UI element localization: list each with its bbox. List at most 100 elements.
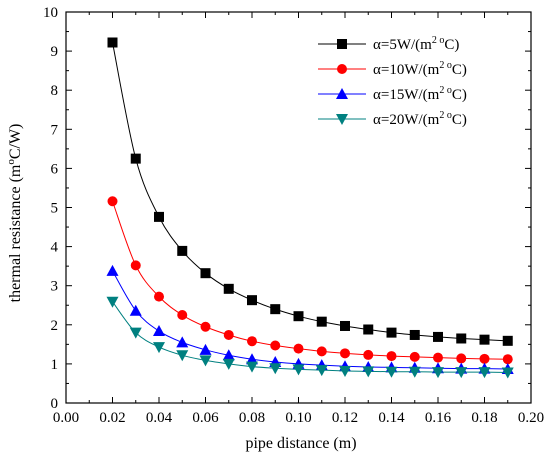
data-point bbox=[223, 283, 234, 294]
data-point bbox=[316, 346, 327, 357]
data-point bbox=[129, 327, 142, 339]
data-point bbox=[270, 304, 281, 315]
data-point bbox=[315, 365, 328, 377]
legend-entry-3: α=15W/(m2 oC) bbox=[318, 85, 467, 103]
data-point bbox=[502, 354, 513, 365]
data-point bbox=[478, 367, 491, 379]
y-tick-label: 9 bbox=[51, 44, 59, 60]
data-point bbox=[433, 331, 443, 342]
data-point bbox=[154, 211, 164, 222]
data-point bbox=[293, 311, 304, 322]
data-point bbox=[154, 291, 164, 302]
y-tick-label: 2 bbox=[51, 318, 59, 334]
data-point bbox=[386, 327, 397, 338]
y-tick-label: 4 bbox=[51, 240, 59, 256]
data-point bbox=[107, 37, 118, 48]
data-point bbox=[339, 365, 351, 377]
x-tick-label: 0.18 bbox=[471, 410, 497, 426]
series-4 bbox=[106, 296, 514, 379]
x-tick-label: 0.12 bbox=[332, 410, 358, 426]
data-point bbox=[130, 260, 141, 271]
data-point bbox=[501, 367, 514, 379]
x-tick-label: 0.06 bbox=[192, 410, 219, 426]
data-point bbox=[247, 295, 257, 306]
data-point bbox=[269, 363, 282, 375]
legend-entry-4: α=20W/(m2 oC) bbox=[318, 110, 467, 128]
y-tick-label: 6 bbox=[51, 161, 59, 177]
x-tick-label: 0.20 bbox=[518, 410, 544, 426]
data-point bbox=[385, 366, 398, 378]
series-layer bbox=[106, 37, 514, 379]
x-tick-label: 0.16 bbox=[425, 410, 452, 426]
data-point bbox=[247, 336, 257, 347]
x-tick-label: 0.08 bbox=[239, 410, 265, 426]
data-point bbox=[363, 349, 374, 360]
data-point bbox=[130, 153, 141, 164]
data-point bbox=[456, 353, 467, 364]
legend-label: α=10W/(m2 oC) bbox=[373, 60, 467, 78]
data-point bbox=[409, 329, 420, 340]
legend-marker bbox=[337, 39, 347, 49]
data-point bbox=[362, 366, 375, 378]
data-point bbox=[176, 336, 189, 348]
y-tick-label: 0 bbox=[51, 396, 59, 412]
data-point bbox=[222, 349, 235, 361]
data-point bbox=[200, 268, 211, 279]
data-point bbox=[386, 351, 397, 362]
data-point bbox=[479, 334, 490, 345]
data-point bbox=[456, 333, 467, 344]
y-tick-label: 7 bbox=[51, 122, 59, 138]
data-point bbox=[199, 343, 212, 355]
data-point bbox=[409, 351, 420, 362]
x-tick-label: 0.04 bbox=[146, 410, 173, 426]
data-point bbox=[223, 329, 234, 340]
x-tick-label: 0.10 bbox=[285, 410, 311, 426]
data-point bbox=[363, 324, 374, 335]
data-point bbox=[222, 358, 235, 370]
legend-entry-2: α=10W/(m2 oC) bbox=[318, 60, 467, 78]
data-point bbox=[177, 245, 188, 256]
legend-marker bbox=[336, 88, 348, 99]
data-point bbox=[432, 367, 444, 379]
data-point bbox=[200, 321, 211, 332]
legend-marker bbox=[337, 64, 347, 74]
y-axis-label: thermal resistance (moC/W) bbox=[5, 124, 24, 303]
data-point bbox=[455, 367, 468, 379]
data-point bbox=[433, 352, 443, 363]
series-1 bbox=[107, 37, 513, 346]
y-axis-label-sup: o bbox=[5, 159, 17, 165]
data-point bbox=[106, 264, 119, 276]
legend-label: α=5W/(m2 oC) bbox=[373, 35, 459, 53]
y-tick-label: 1 bbox=[51, 357, 59, 373]
data-point bbox=[340, 348, 350, 359]
data-point bbox=[199, 355, 212, 367]
axes: 0.00 0.02 0.04 0.06 0.08 0.10 0.12 0.14 0.16 0.18… bbox=[43, 5, 544, 426]
x-tick-label: 0.02 bbox=[99, 410, 125, 426]
data-point bbox=[129, 304, 142, 316]
data-point bbox=[292, 364, 305, 376]
data-point bbox=[246, 353, 258, 365]
data-point bbox=[408, 366, 421, 378]
series-line bbox=[112, 270, 508, 370]
series-2 bbox=[107, 196, 513, 365]
x-tick-label: 0.00 bbox=[53, 410, 79, 426]
x-axis-label: pipe distance (m) bbox=[245, 435, 356, 452]
data-point bbox=[502, 335, 513, 346]
data-point bbox=[153, 342, 165, 354]
y-axis-label-post: C/W) bbox=[7, 124, 24, 160]
data-point bbox=[479, 353, 490, 364]
y-tick-label: 5 bbox=[51, 201, 59, 217]
legend-entry-1: α=5W/(m2 oC) bbox=[318, 35, 459, 53]
legend: α=5W/(m2 oC) α=10W/(m2 oC) α=15W/(m2 oC) α=… bbox=[318, 35, 467, 128]
data-point bbox=[177, 310, 188, 321]
data-point bbox=[316, 316, 327, 327]
data-point bbox=[176, 350, 189, 362]
legend-marker bbox=[336, 114, 348, 125]
data-point bbox=[270, 340, 281, 351]
y-axis-label-pre: thermal resistance (m bbox=[7, 164, 24, 302]
legend-label: α=20W/(m2 oC) bbox=[373, 110, 467, 128]
series-line bbox=[112, 201, 508, 360]
legend-label: α=15W/(m2 oC) bbox=[373, 85, 467, 103]
y-tick-label: 3 bbox=[51, 279, 59, 295]
